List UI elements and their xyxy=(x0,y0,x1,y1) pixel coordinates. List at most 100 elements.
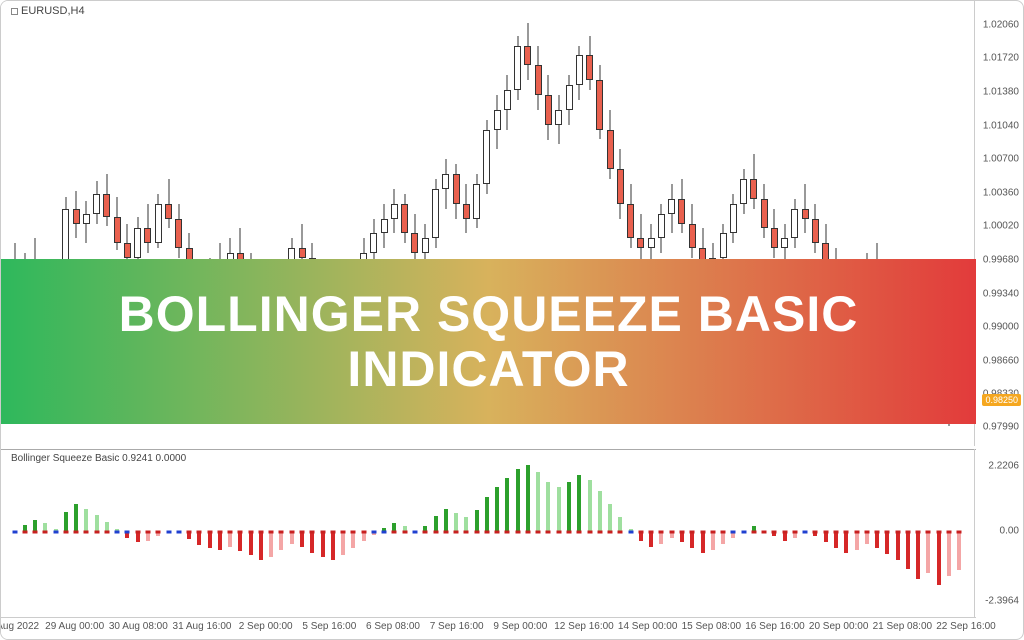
squeeze-dot xyxy=(248,531,253,534)
squeeze-dot xyxy=(176,531,181,534)
indicator-bar xyxy=(690,532,694,548)
squeeze-dot xyxy=(43,531,48,534)
squeeze-dot xyxy=(74,531,79,534)
time-tick: 20 Sep 00:00 xyxy=(809,621,869,632)
squeeze-dot xyxy=(659,531,664,534)
indicator-bar xyxy=(197,532,201,545)
indicator-bar xyxy=(598,491,602,532)
chart-container: EURUSD,H4 1.020601.017201.013801.010401.… xyxy=(0,0,1024,640)
time-tick: 30 Aug 08:00 xyxy=(109,621,168,632)
indicator-bar xyxy=(351,532,355,548)
squeeze-dot xyxy=(474,531,479,534)
indicator-label: Bollinger Squeeze Basic 0.9241 0.0000 xyxy=(11,453,186,464)
squeeze-dot xyxy=(567,531,572,534)
squeeze-dot xyxy=(84,531,89,534)
squeeze-dot xyxy=(300,531,305,534)
squeeze-dot xyxy=(649,531,654,534)
time-tick: 16 Sep 16:00 xyxy=(745,621,805,632)
indicator-bar xyxy=(546,482,550,532)
indicator-bar xyxy=(536,472,540,532)
indicator-bar xyxy=(926,532,930,573)
squeeze-dot xyxy=(669,531,674,534)
indicator-bar xyxy=(906,532,910,569)
squeeze-dot xyxy=(104,531,109,534)
time-tick: 14 Sep 00:00 xyxy=(618,621,678,632)
squeeze-dot xyxy=(63,531,68,534)
indicator-bar xyxy=(485,497,489,532)
indicator-bar xyxy=(680,532,684,542)
price-tick: 1.00700 xyxy=(983,154,1019,165)
squeeze-dot xyxy=(371,531,376,534)
indicator-bar xyxy=(331,532,335,560)
indicator-bar xyxy=(701,532,705,552)
title-overlay-banner: BOLLINGER SQUEEZE BASIC INDICATOR xyxy=(1,259,976,424)
indicator-bar xyxy=(649,532,653,547)
squeeze-dot xyxy=(33,531,38,534)
indicator-bar xyxy=(74,504,78,532)
squeeze-dot xyxy=(936,531,941,534)
indicator-bar xyxy=(300,532,304,547)
indicator-bar xyxy=(855,532,859,550)
price-axis: 1.020601.017201.013801.010401.007001.003… xyxy=(974,1,1023,446)
squeeze-dot xyxy=(628,531,633,534)
squeeze-dot xyxy=(803,531,808,534)
squeeze-dot xyxy=(228,531,233,534)
squeeze-dot xyxy=(258,531,263,534)
time-tick: 25 Aug 2022 xyxy=(0,621,39,632)
squeeze-dot xyxy=(197,531,202,534)
squeeze-dot xyxy=(556,531,561,534)
squeeze-dot xyxy=(454,531,459,534)
indicator-bar xyxy=(475,510,479,532)
price-tick: 0.99680 xyxy=(983,255,1019,266)
squeeze-dot xyxy=(433,531,438,534)
squeeze-dot xyxy=(495,531,500,534)
time-tick: 22 Sep 16:00 xyxy=(936,621,996,632)
indicator-bar xyxy=(608,504,612,532)
squeeze-dot xyxy=(721,531,726,534)
squeeze-dot xyxy=(464,531,469,534)
indicator-bar xyxy=(834,532,838,548)
squeeze-dot xyxy=(885,531,890,534)
title-overlay-text: BOLLINGER SQUEEZE BASIC INDICATOR xyxy=(1,287,976,397)
time-tick: 5 Sep 16:00 xyxy=(302,621,356,632)
price-tick: 1.01720 xyxy=(983,53,1019,64)
time-tick: 29 Aug 00:00 xyxy=(45,621,104,632)
squeeze-dot xyxy=(587,531,592,534)
squeeze-dot xyxy=(525,531,530,534)
price-tick: 1.01040 xyxy=(983,120,1019,131)
squeeze-dot xyxy=(762,531,767,534)
indicator-bar xyxy=(310,532,314,552)
indicator-bar xyxy=(84,509,88,532)
indicator-bar xyxy=(208,532,212,548)
indicator-bar xyxy=(947,532,951,576)
indicator-bar xyxy=(495,487,499,532)
indicator-bar xyxy=(290,532,294,544)
squeeze-dot xyxy=(402,531,407,534)
squeeze-dot xyxy=(690,531,695,534)
indicator-bar xyxy=(865,532,869,544)
squeeze-dot xyxy=(320,531,325,534)
indicator-bar xyxy=(218,532,222,550)
indicator-panel[interactable]: Bollinger Squeeze Basic 0.9241 0.0000 xyxy=(1,449,976,619)
squeeze-dot xyxy=(166,531,171,534)
time-tick: 31 Aug 16:00 xyxy=(173,621,232,632)
squeeze-dot xyxy=(638,531,643,534)
squeeze-dot xyxy=(844,531,849,534)
time-tick: 2 Sep 00:00 xyxy=(239,621,293,632)
current-price-badge: 0.98250 xyxy=(982,394,1021,406)
squeeze-dot xyxy=(423,531,428,534)
squeeze-dot xyxy=(351,531,356,534)
squeeze-dot xyxy=(310,531,315,534)
time-tick: 7 Sep 16:00 xyxy=(430,621,484,632)
squeeze-dot xyxy=(823,531,828,534)
indicator-bar xyxy=(824,532,828,542)
squeeze-dot xyxy=(854,531,859,534)
indicator-bar xyxy=(516,469,520,532)
indicator-bar xyxy=(885,532,889,554)
squeeze-dot xyxy=(905,531,910,534)
indicator-tick: -2.3964 xyxy=(985,596,1019,607)
squeeze-dot xyxy=(679,531,684,534)
indicator-bar xyxy=(279,532,283,550)
squeeze-dot xyxy=(145,531,150,534)
squeeze-dot xyxy=(53,531,58,534)
